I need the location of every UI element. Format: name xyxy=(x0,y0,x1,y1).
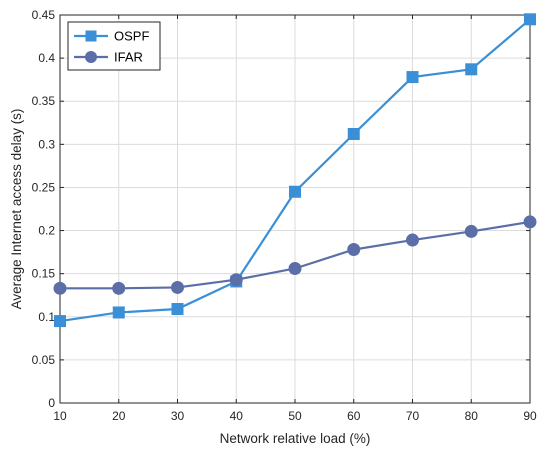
data-point-ifar xyxy=(229,273,243,287)
legend: OSPF IFAR xyxy=(67,21,161,71)
legend-box xyxy=(67,21,161,71)
x-axis-title: Network relative load (%) xyxy=(220,431,371,446)
data-point-ifar xyxy=(171,280,184,294)
data-point-ospf xyxy=(112,306,125,319)
y-tick-label: 0.3 xyxy=(38,137,55,151)
y-tick-label: 0.25 xyxy=(32,180,56,194)
y-tick-label: 0.2 xyxy=(38,224,55,238)
data-point-ifar xyxy=(112,281,126,295)
data-point-ospf xyxy=(524,13,536,26)
data-point-ifar xyxy=(464,224,478,238)
data-point-ospf xyxy=(465,63,478,76)
series-layer xyxy=(53,13,537,328)
x-tick-label: 70 xyxy=(406,409,420,423)
legend-label-ospf: OSPF xyxy=(114,29,149,44)
x-tick-label: 30 xyxy=(171,409,185,423)
data-point-ospf xyxy=(289,185,301,198)
y-tick-label: 0.1 xyxy=(38,310,55,324)
axes xyxy=(59,14,531,404)
legend-marker-ospf xyxy=(85,30,97,42)
data-point-ifar xyxy=(347,243,361,257)
x-tick-label: 50 xyxy=(288,409,302,423)
data-point-ospf xyxy=(406,71,419,84)
y-tick-label: 0 xyxy=(48,396,55,410)
data-point-ifar xyxy=(288,261,302,275)
legend-marker-ifar xyxy=(85,51,97,63)
data-point-ospf xyxy=(171,303,184,316)
x-tick-label: 90 xyxy=(523,409,537,423)
x-tick-label: 20 xyxy=(112,409,126,423)
y-tick-label: 0.4 xyxy=(38,51,55,65)
x-tick-label: 80 xyxy=(465,409,479,423)
data-point-ifar xyxy=(53,281,67,295)
y-tick-label: 0.45 xyxy=(32,8,56,22)
series-ifar xyxy=(53,215,537,295)
data-point-ifar xyxy=(406,233,419,247)
plot-frame xyxy=(59,14,531,404)
x-tick-label: 10 xyxy=(53,409,67,423)
x-tick-label: 40 xyxy=(230,409,244,423)
data-point-ospf xyxy=(347,127,360,140)
x-tick-label: 60 xyxy=(347,409,361,423)
tick-labels: 10 20 30 40 50 60 70 80 90 0 0.05 0.1 0.15 0.2 0.25 0.3… xyxy=(32,8,537,423)
y-axis-title: Average Internet access delay (s) xyxy=(9,109,24,310)
y-tick-label: 0.35 xyxy=(32,94,56,108)
y-tick-label: 0.15 xyxy=(32,267,56,281)
y-tick-label: 0.05 xyxy=(32,353,56,367)
legend-label-ifar: IFAR xyxy=(114,50,143,65)
data-point-ospf xyxy=(54,315,66,328)
data-point-ifar xyxy=(523,215,537,229)
